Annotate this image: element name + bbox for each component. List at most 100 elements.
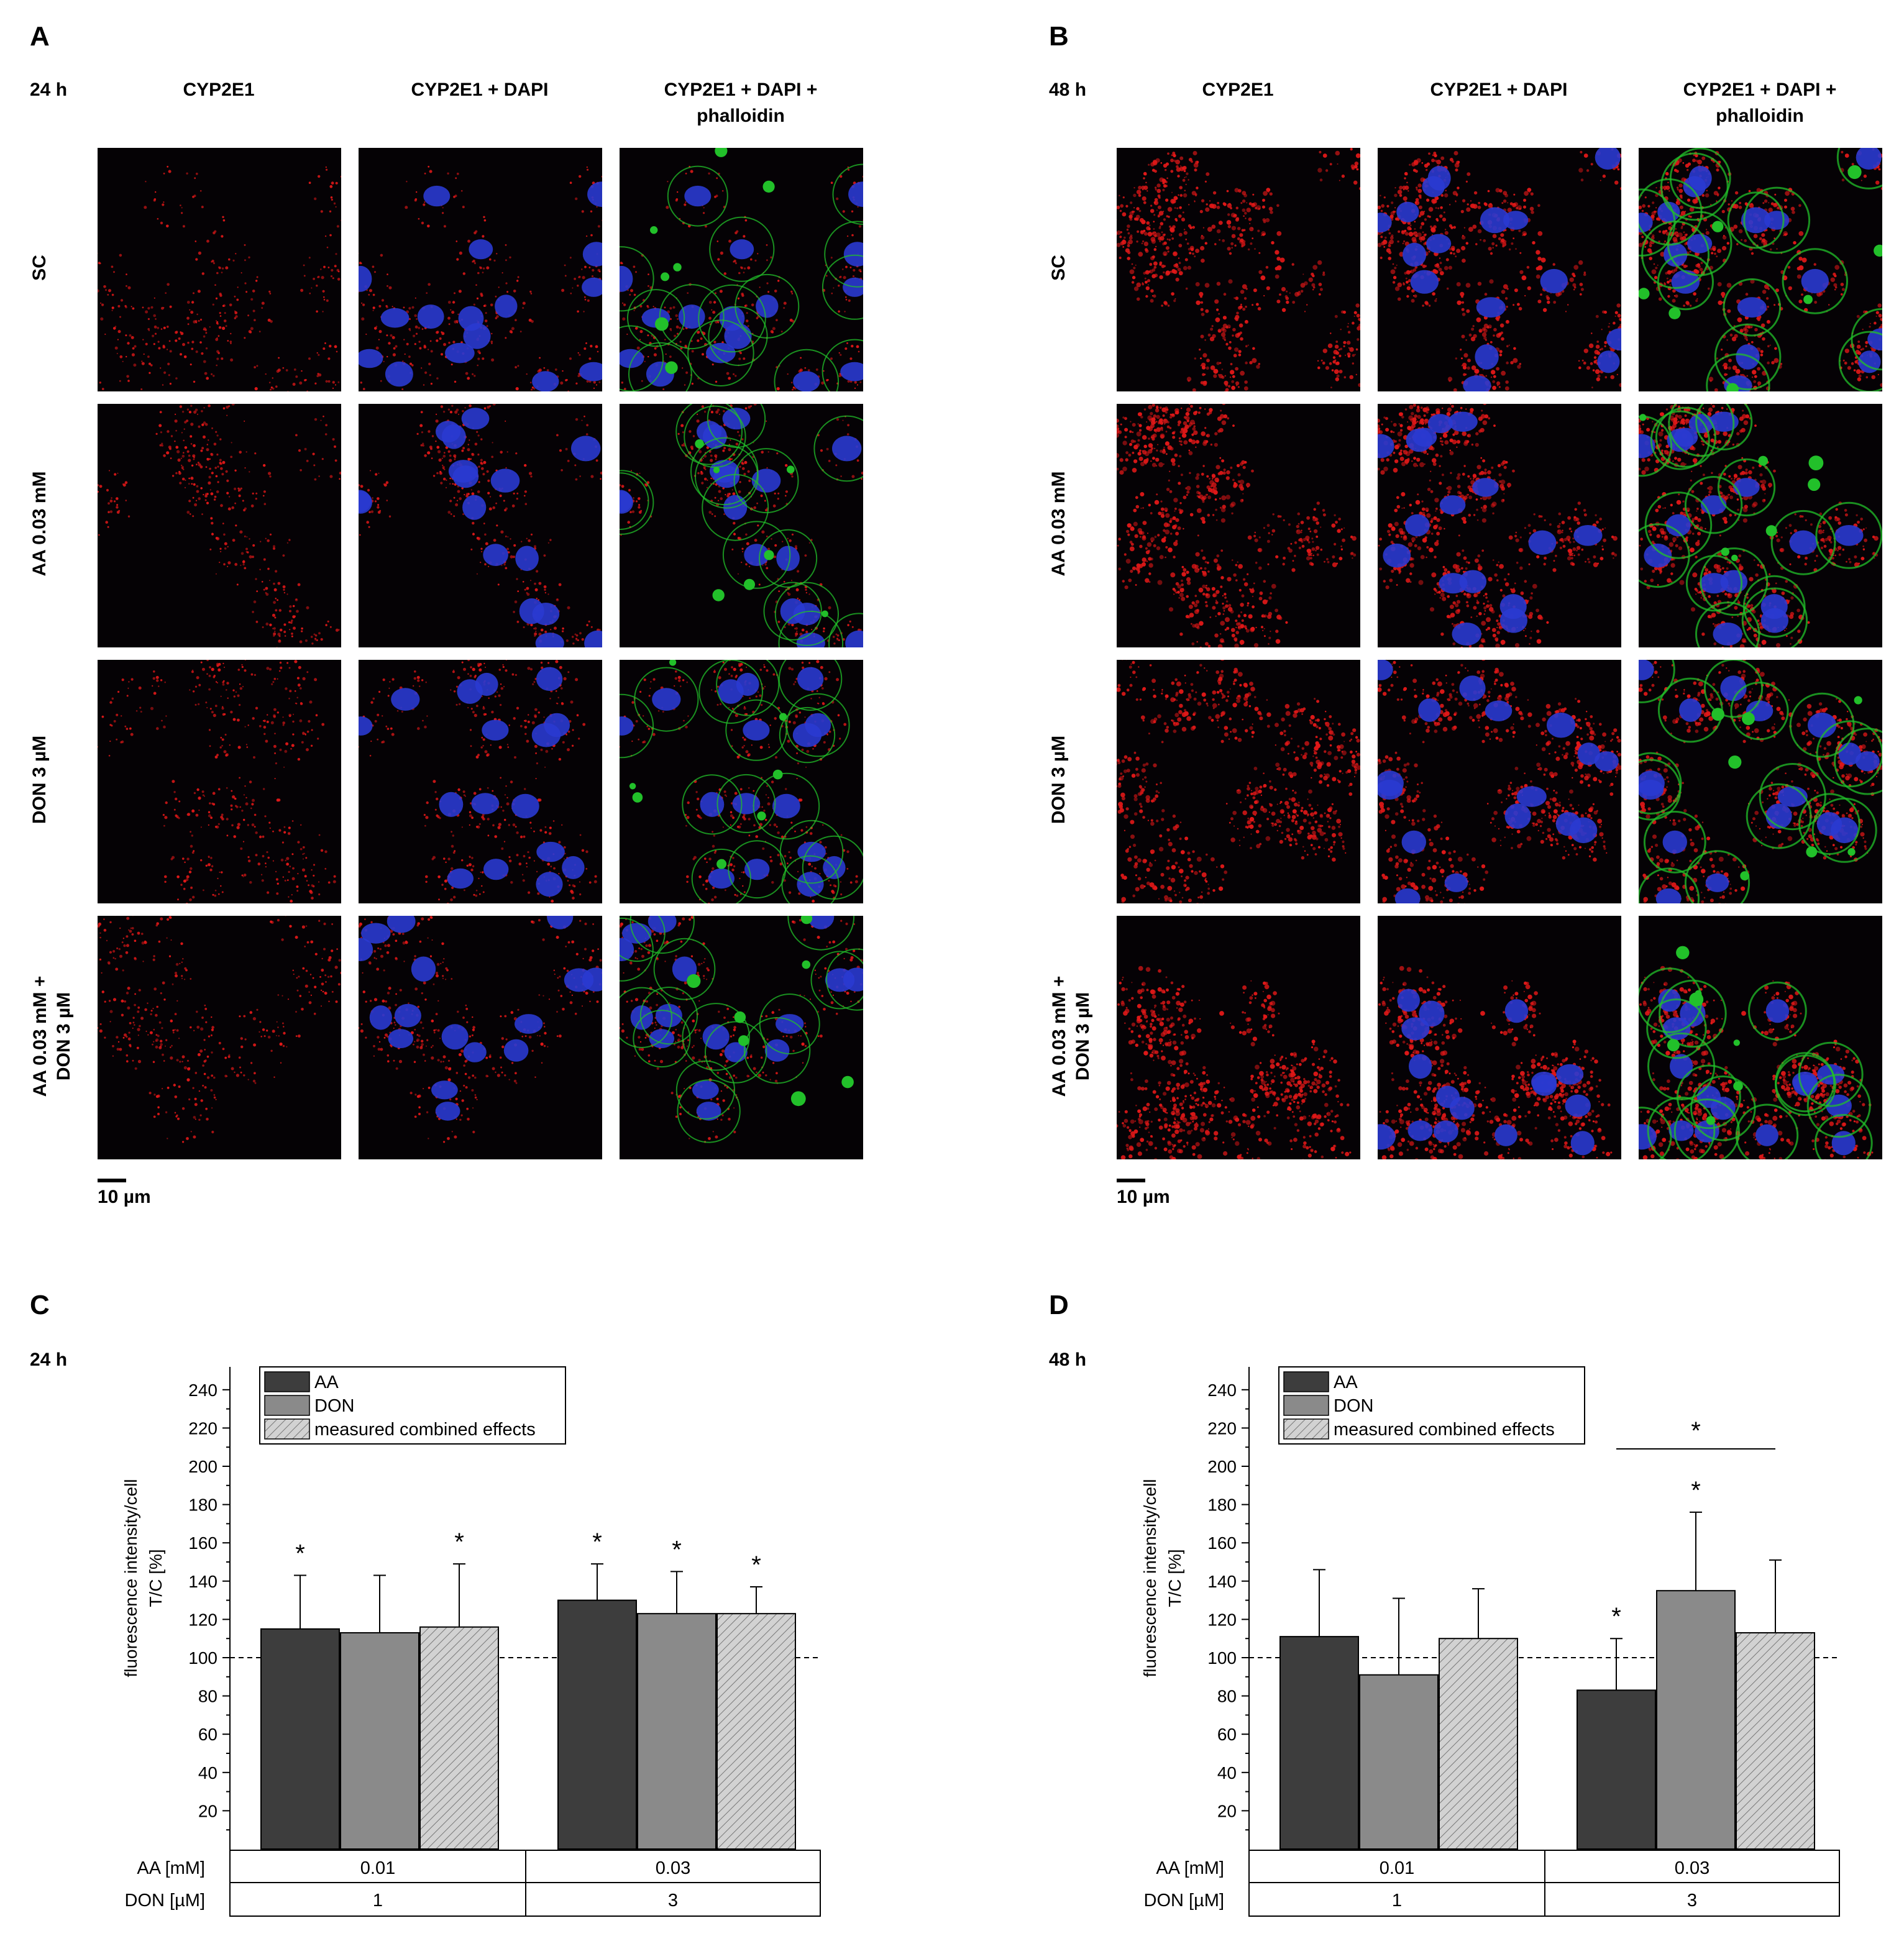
y-axis-label-line: fluorescence intensity/cell xyxy=(121,1479,140,1677)
scale-bar-a xyxy=(98,1179,126,1182)
micrograph-24h-r1-c2 xyxy=(359,148,602,391)
y-axis-label-line: T/C [%] xyxy=(1165,1549,1184,1607)
significance-asterisk: * xyxy=(1691,1477,1701,1504)
micrograph-24h-r2-c1 xyxy=(98,404,341,647)
condition-don-value: 3 xyxy=(1687,1891,1697,1911)
micrograph-24h-r2-c3 xyxy=(620,404,863,647)
panel-b-time-label: 48 h xyxy=(1049,80,1087,100)
condition-aa-value: 0.03 xyxy=(1675,1858,1709,1878)
significance-asterisk: * xyxy=(295,1540,305,1568)
scale-bar-label-b: 10 µm xyxy=(1117,1187,1170,1207)
micrograph-48h-r3-c2 xyxy=(1378,660,1621,903)
condition-aa-value: 0.03 xyxy=(656,1858,690,1878)
panel-b-col-header-cyp2e1: CYP2E1 xyxy=(1202,80,1274,100)
legend-swatch xyxy=(1283,1418,1329,1440)
bar-don-group2 xyxy=(1656,1590,1736,1850)
legend-swatch xyxy=(264,1395,310,1416)
bar-don-group1 xyxy=(1359,1674,1439,1850)
y-tick-label: 240 xyxy=(1207,1381,1237,1400)
y-tick-label: 80 xyxy=(1217,1687,1237,1706)
y-tick-label: 140 xyxy=(188,1572,217,1591)
micrograph-48h-r3-c3 xyxy=(1639,660,1882,903)
y-tick-label: 20 xyxy=(1217,1801,1237,1820)
micrograph-48h-r1-c2 xyxy=(1378,148,1621,391)
y-tick-label: 200 xyxy=(188,1457,217,1476)
y-tick-label: 40 xyxy=(1217,1763,1237,1783)
micrograph-48h-r2-c2 xyxy=(1378,404,1621,647)
micrograph-24h-r4-c2 xyxy=(359,916,602,1159)
legend-box xyxy=(1278,1366,1585,1445)
significance-asterisk: * xyxy=(751,1551,761,1579)
legend-swatch xyxy=(1283,1395,1329,1416)
bar-measured-combined-effects-group2 xyxy=(1736,1632,1815,1850)
micrograph-48h-r3-c1 xyxy=(1117,660,1360,903)
y-tick-label: 240 xyxy=(188,1381,217,1400)
bar-aa-group2 xyxy=(557,1599,637,1850)
micrograph-48h-r1-c3 xyxy=(1639,148,1882,391)
y-axis-label-line: T/C [%] xyxy=(146,1549,165,1607)
bar-measured-combined-effects-group1 xyxy=(1439,1638,1518,1850)
significance-bracket-label: * xyxy=(1691,1417,1701,1445)
y-tick-label: 160 xyxy=(1207,1533,1237,1553)
legend-entry: AA xyxy=(314,1372,339,1392)
panel-d-time-label: 48 h xyxy=(1049,1349,1087,1370)
panel-a-col-header-cyp2e1-dapi: CYP2E1 + DAPI xyxy=(411,80,549,100)
legend-entry: DON xyxy=(1334,1396,1373,1416)
bar-don-group2 xyxy=(637,1613,716,1850)
legend-box xyxy=(259,1366,566,1445)
condition-don-value: 3 xyxy=(668,1891,678,1911)
y-tick-label: 220 xyxy=(1207,1418,1237,1438)
y-tick-label: 100 xyxy=(1207,1648,1237,1668)
significance-asterisk: * xyxy=(592,1528,602,1556)
y-tick-label: 100 xyxy=(188,1648,217,1668)
legend-entry: measured combined effects xyxy=(1334,1420,1555,1440)
micrograph-48h-r2-c3 xyxy=(1639,404,1882,647)
legend-entry: AA xyxy=(1334,1372,1358,1392)
micrograph-24h-r2-c2 xyxy=(359,404,602,647)
condition-row-label: DON [µM] xyxy=(1144,1891,1224,1911)
significance-asterisk: * xyxy=(672,1536,682,1563)
y-tick-label: 180 xyxy=(188,1495,217,1515)
micrograph-48h-r4-c3 xyxy=(1639,916,1882,1159)
scale-bar-label-a: 10 µm xyxy=(98,1187,151,1207)
y-tick-label: 60 xyxy=(198,1725,217,1744)
micrograph-24h-r4-c3 xyxy=(620,916,863,1159)
micrograph-24h-r3-c2 xyxy=(359,660,602,903)
y-tick-label: 140 xyxy=(1207,1572,1237,1591)
bar-measured-combined-effects-group2 xyxy=(716,1613,796,1850)
micrograph-24h-r1-c1 xyxy=(98,148,341,391)
legend-swatch xyxy=(264,1371,310,1392)
panel-letter-b: B xyxy=(1049,21,1069,52)
y-tick-label: 180 xyxy=(1207,1495,1237,1515)
condition-don-value: 1 xyxy=(373,1891,383,1911)
panel-a-time-label: 24 h xyxy=(30,80,68,100)
condition-row-label: DON [µM] xyxy=(125,1891,205,1911)
y-tick-label: 120 xyxy=(1207,1610,1237,1629)
y-axis-label-line: fluorescence intensity/cell xyxy=(1140,1479,1160,1677)
significance-asterisk: * xyxy=(1611,1603,1621,1630)
micrograph-48h-r4-c1 xyxy=(1117,916,1360,1159)
legend-swatch xyxy=(264,1418,310,1440)
condition-don-value: 1 xyxy=(1392,1891,1402,1911)
panel-a-col-header-cyp2e1-dapi-phalloidin: CYP2E1 + DAPI + phalloidin xyxy=(664,80,818,126)
legend-entry: measured combined effects xyxy=(314,1420,536,1440)
panel-letter-c: C xyxy=(30,1290,50,1320)
legend-swatch xyxy=(1283,1371,1329,1392)
bar-aa-group1 xyxy=(1279,1636,1359,1850)
y-tick-label: 220 xyxy=(188,1418,217,1438)
y-tick-label: 60 xyxy=(1217,1725,1237,1744)
y-tick-label: 160 xyxy=(188,1533,217,1553)
bar-aa-group2 xyxy=(1577,1689,1656,1850)
chart-c: 20 40 60 80 100 120 140 160 180 200 220 240 fluoresc… xyxy=(121,1366,821,1917)
panel-b-col-header-cyp2e1-dapi: CYP2E1 + DAPI xyxy=(1430,80,1568,100)
condition-row-label: AA [mM] xyxy=(1156,1858,1224,1878)
y-tick-label: 200 xyxy=(1207,1457,1237,1476)
micrograph-24h-r4-c1 xyxy=(98,916,341,1159)
y-tick-label: 80 xyxy=(198,1687,217,1706)
micrograph-48h-r2-c1 xyxy=(1117,404,1360,647)
micrograph-48h-r1-c1 xyxy=(1117,148,1360,391)
bar-measured-combined-effects-group1 xyxy=(419,1626,499,1850)
micrograph-24h-r3-c1 xyxy=(98,660,341,903)
panel-b-col-header-cyp2e1-dapi-phalloidin: CYP2E1 + DAPI + phalloidin xyxy=(1683,80,1837,126)
panel-c-time-label: 24 h xyxy=(30,1349,68,1370)
